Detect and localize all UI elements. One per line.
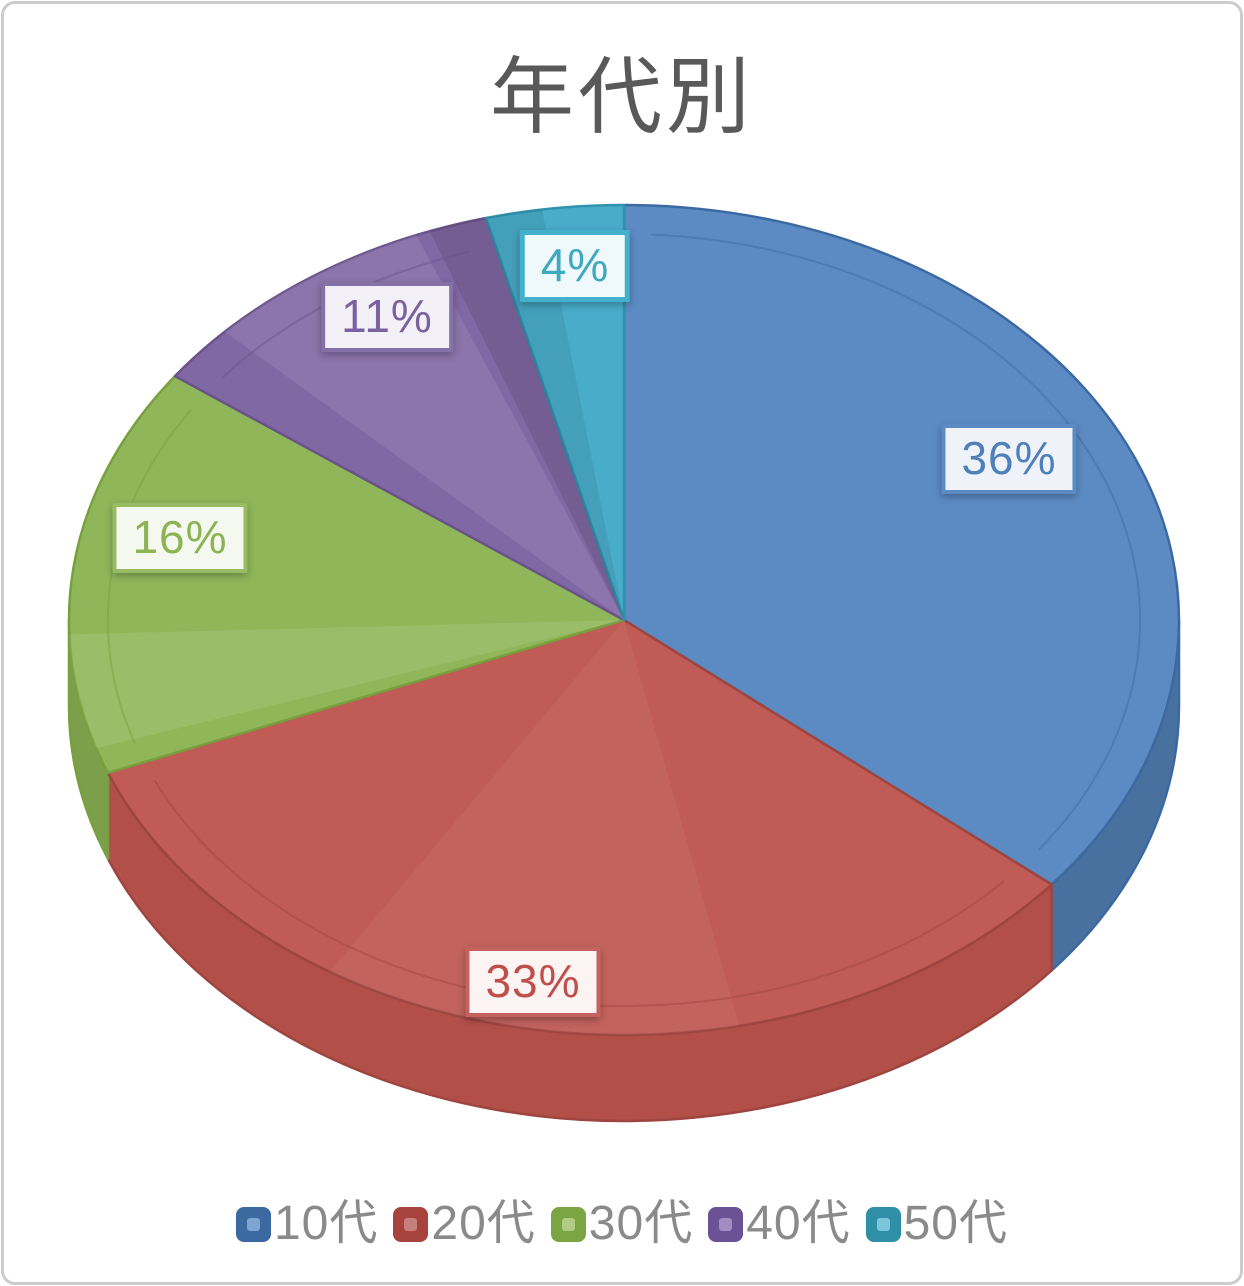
legend-marker-1 bbox=[393, 1206, 429, 1242]
legend-label-4: 50代 bbox=[903, 1197, 1009, 1250]
pie-slice-0[interactable] bbox=[622, 203, 1181, 886]
pie-slice-4[interactable] bbox=[484, 203, 626, 622]
chart-title: 年代別 bbox=[489, 50, 754, 144]
pie-slice-2[interactable] bbox=[67, 374, 626, 775]
data-label-3[interactable]: 11% bbox=[321, 282, 453, 352]
legend-marker-inner-3 bbox=[719, 1217, 733, 1231]
legend-item-0[interactable]: 10代 bbox=[235, 1197, 379, 1250]
pie-slice-1[interactable] bbox=[106, 618, 1053, 1037]
legend-item-3[interactable]: 40代 bbox=[708, 1200, 850, 1248]
legend-label-2: 30代 bbox=[588, 1197, 694, 1250]
legend-item-1[interactable]: 20代 bbox=[393, 1200, 535, 1248]
data-label-2[interactable]: 16% bbox=[112, 503, 248, 573]
legend-marker-0 bbox=[235, 1206, 271, 1242]
pie-facet-0 bbox=[329, 620, 740, 1035]
legend-item-2[interactable]: 30代 bbox=[550, 1197, 694, 1250]
legend-marker-4 bbox=[865, 1206, 901, 1242]
legend-marker-3 bbox=[708, 1206, 744, 1242]
legend-marker-inner-0 bbox=[246, 1217, 260, 1231]
legend-label-1: 20代 bbox=[431, 1197, 536, 1250]
legend-item-4[interactable]: 50代 bbox=[865, 1197, 1009, 1250]
data-label-0[interactable]: 36% bbox=[941, 424, 1077, 494]
pie-bevel-0 bbox=[650, 233, 1141, 851]
legend-marker-2 bbox=[550, 1206, 586, 1242]
data-label-1[interactable]: 33% bbox=[465, 947, 601, 1017]
legend-marker-inner-1 bbox=[404, 1217, 418, 1231]
pie-slice-3[interactable] bbox=[173, 216, 626, 622]
pie-facet-3 bbox=[429, 218, 624, 620]
legend-marker-inner-2 bbox=[561, 1217, 575, 1231]
pie-bevel-2 bbox=[106, 409, 192, 744]
pie-facet-1 bbox=[69, 620, 625, 749]
legend-label-0: 10代 bbox=[273, 1197, 379, 1250]
legend-label-3: 40代 bbox=[746, 1197, 851, 1250]
data-label-4[interactable]: 4% bbox=[519, 230, 631, 302]
legend: 10代 20代 30代 40代 50代 bbox=[0, 1194, 1244, 1254]
pie-facet-4 bbox=[486, 209, 624, 620]
legend-marker-inner-4 bbox=[876, 1217, 890, 1231]
